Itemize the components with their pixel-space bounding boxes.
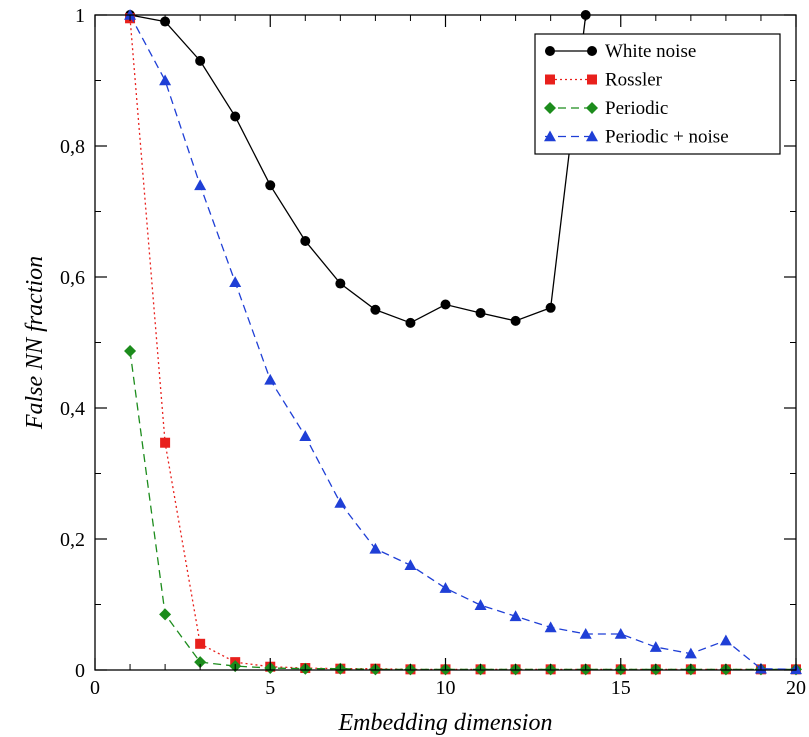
data-point-periodic-noise xyxy=(194,179,207,191)
legend-label: White noise xyxy=(605,41,696,62)
legend-box xyxy=(534,33,781,155)
data-point-white-noise xyxy=(300,235,311,246)
data-point-periodic-noise xyxy=(439,582,452,593)
data-point-periodic-noise xyxy=(229,276,242,288)
legend-marker xyxy=(544,130,556,142)
series-periodic-noise xyxy=(124,9,802,675)
legend-item-periodic: Periodic xyxy=(544,98,668,119)
data-point-rossler xyxy=(160,437,171,448)
axis-ticks: 0 5 10 15 20 0 0,2 0,4 0,6 0,8 1 xyxy=(60,5,806,699)
data-point-periodic-noise xyxy=(334,496,347,508)
data-point-rossler xyxy=(195,638,206,649)
data-point-white-noise xyxy=(405,317,416,328)
x-tick-label: 10 xyxy=(436,677,456,699)
data-point-periodic-noise xyxy=(404,559,417,570)
data-point-periodic xyxy=(124,345,137,358)
legend-marker xyxy=(586,130,598,142)
data-point-periodic-noise xyxy=(649,641,662,652)
data-point-periodic-noise xyxy=(159,74,172,86)
data-point-white-noise xyxy=(440,299,451,310)
legend-label: Periodic + noise xyxy=(605,127,729,148)
data-point-white-noise xyxy=(370,304,381,315)
data-point-white-noise xyxy=(160,16,171,27)
data-point-periodic xyxy=(159,608,172,621)
legend-marker xyxy=(587,46,597,56)
y-tick-label: 1 xyxy=(75,5,85,27)
legend-marker xyxy=(545,74,555,85)
data-point-periodic-noise xyxy=(614,627,627,639)
x-tick-label: 0 xyxy=(90,677,100,699)
series-line-rossler xyxy=(129,18,796,670)
legend-marker xyxy=(586,102,598,114)
legend-label: Periodic xyxy=(605,98,668,119)
y-tick-label: 0,4 xyxy=(60,398,85,420)
data-point-white-noise xyxy=(475,308,486,319)
series-periodic xyxy=(124,345,802,676)
series-line-periodic xyxy=(129,350,796,670)
y-tick-label: 0,6 xyxy=(60,267,85,289)
legend-marker xyxy=(545,46,555,56)
data-point-periodic-noise xyxy=(684,647,697,659)
series-white-noise xyxy=(125,10,591,328)
x-tick-label: 15 xyxy=(611,677,631,699)
data-point-periodic-noise xyxy=(509,610,522,622)
data-point-white-noise xyxy=(195,55,206,66)
legend-item-rossler: Rossler xyxy=(545,70,663,91)
data-point-periodic-noise xyxy=(264,373,277,385)
data-point-white-noise xyxy=(230,111,241,122)
data-point-white-noise xyxy=(545,302,556,313)
y-axis-title: False NN fraction xyxy=(22,256,48,430)
data-point-periodic-noise xyxy=(369,542,382,554)
data-point-white-noise xyxy=(335,278,346,289)
legend: White noise Rossler Periodic Periodic + noi… xyxy=(534,33,781,155)
x-tick-label: 20 xyxy=(786,677,806,699)
legend-label: Rossler xyxy=(605,70,663,91)
x-tick-label: 5 xyxy=(265,677,275,699)
x-axis-title: Embedding dimension xyxy=(338,710,553,736)
data-point-periodic-noise xyxy=(299,430,312,441)
data-point-periodic-noise xyxy=(544,621,557,633)
legend-item-periodic-noise: Periodic + noise xyxy=(544,127,729,148)
y-tick-label: 0 xyxy=(75,660,85,682)
series-line-periodic-noise xyxy=(129,14,797,670)
y-tick-label: 0,8 xyxy=(60,136,85,158)
legend-marker xyxy=(544,102,556,114)
data-point-white-noise xyxy=(510,315,521,326)
data-point-periodic-noise xyxy=(579,627,592,639)
y-tick-label: 0,2 xyxy=(60,529,85,551)
series-line-white-noise xyxy=(129,14,587,324)
legend-item-white-noise: White noise xyxy=(545,41,696,62)
data-point-periodic-noise xyxy=(719,634,732,646)
legend-marker xyxy=(587,74,597,85)
data-point-periodic xyxy=(194,656,207,669)
data-point-periodic-noise xyxy=(474,599,487,610)
data-point-white-noise xyxy=(265,180,276,191)
